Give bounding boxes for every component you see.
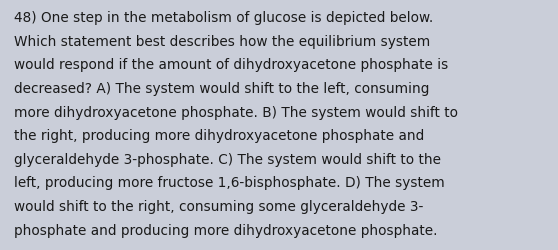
Text: would shift to the right, consuming some glyceraldehyde 3-: would shift to the right, consuming some…: [14, 199, 424, 213]
Text: the right, producing more dihydroxyacetone phosphate and: the right, producing more dihydroxyaceto…: [14, 129, 424, 143]
Text: would respond if the amount of dihydroxyacetone phosphate is: would respond if the amount of dihydroxy…: [14, 58, 448, 72]
Text: left, producing more fructose 1,6-bisphosphate. D) The system: left, producing more fructose 1,6-bispho…: [14, 176, 445, 190]
Text: glyceraldehyde 3-phosphate. C) The system would shift to the: glyceraldehyde 3-phosphate. C) The syste…: [14, 152, 441, 166]
Text: decreased? A) The system would shift to the left, consuming: decreased? A) The system would shift to …: [14, 82, 429, 96]
Text: 48) One step in the metabolism of glucose is depicted below.: 48) One step in the metabolism of glucos…: [14, 11, 433, 25]
Text: phosphate and producing more dihydroxyacetone phosphate.: phosphate and producing more dihydroxyac…: [14, 223, 437, 237]
Text: Which statement best describes how the equilibrium system: Which statement best describes how the e…: [14, 35, 430, 49]
Text: more dihydroxyacetone phosphate. B) The system would shift to: more dihydroxyacetone phosphate. B) The …: [14, 105, 458, 119]
